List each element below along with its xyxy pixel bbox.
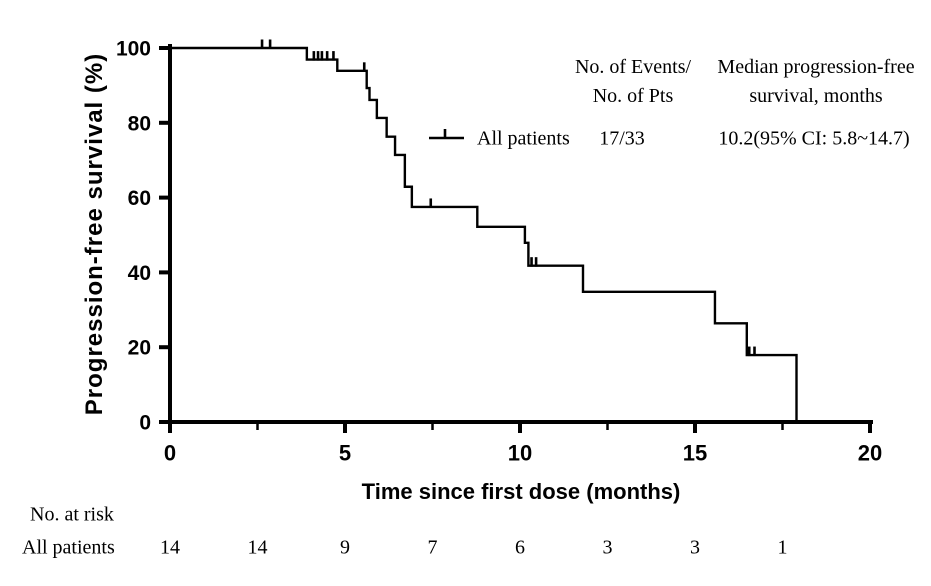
y-tick-label: 0: [139, 412, 151, 435]
median-header-line1: Median progression-free: [717, 56, 915, 78]
y-axis-title: Progression-free survival (%): [81, 52, 108, 416]
x-tick-label: 10: [508, 441, 532, 466]
risk-count: 3: [690, 536, 700, 559]
y-tick-label: 40: [128, 262, 151, 285]
risk-count: 14: [247, 536, 268, 559]
risk-count: 1: [777, 536, 788, 559]
y-tick-label: 60: [128, 187, 151, 210]
x-tick-label: 5: [339, 441, 351, 466]
risk-count: 7: [427, 536, 438, 559]
events-header-line1: No. of Events/: [574, 56, 692, 78]
risk-table-title: No. at risk: [30, 503, 114, 526]
x-axis-title: Time since first dose (months): [361, 479, 681, 504]
events-value: 17/33: [599, 127, 645, 150]
risk-count: 9: [340, 536, 350, 559]
x-tick-label: 20: [858, 441, 882, 466]
x-tick-label: 0: [164, 441, 176, 466]
legend-label-all-patients: All patients: [477, 127, 570, 150]
events-column-header: No. of Events/ No. of Pts: [575, 53, 691, 111]
km-curve-all-patients: [170, 46, 798, 422]
risk-count: 6: [515, 536, 525, 559]
events-header-line2: No. of Pts: [592, 85, 674, 107]
median-column-header: Median progression-free survival, months: [717, 53, 914, 111]
median-value: 10.2(95% CI: 5.8~14.7): [718, 127, 910, 150]
y-tick-label: 80: [128, 112, 151, 135]
risk-count: 3: [602, 536, 613, 559]
y-tick-label: 100: [116, 38, 151, 61]
median-header-line2: survival, months: [749, 85, 883, 107]
risk-row-label: All patients: [22, 536, 115, 559]
x-tick-label: 15: [683, 441, 707, 466]
risk-count: 14: [160, 536, 180, 559]
y-tick-label: 20: [128, 337, 151, 360]
